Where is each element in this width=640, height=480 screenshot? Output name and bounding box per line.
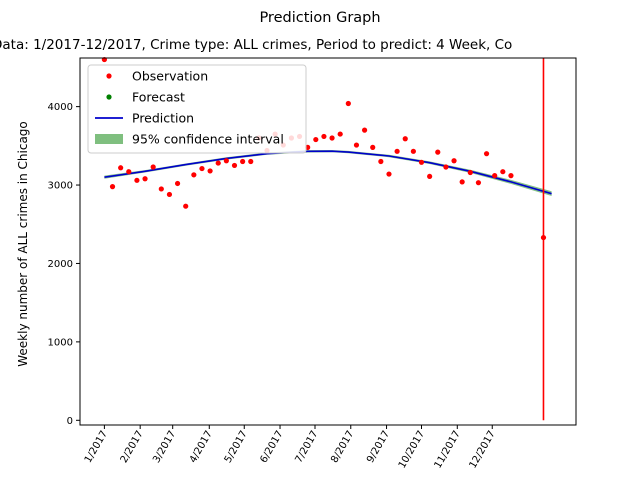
observation-point — [451, 158, 457, 164]
observation-point — [150, 164, 156, 170]
observation-point — [240, 158, 246, 165]
legend-label: Forecast — [132, 90, 185, 105]
observation-point — [337, 131, 343, 137]
observation-point — [174, 180, 181, 187]
y-tick-label: 0 — [67, 416, 73, 427]
y-tick-label: 2000 — [48, 259, 73, 270]
observation-point — [199, 165, 205, 172]
observation-point — [378, 158, 384, 165]
x-tick-label: 12/2017 — [468, 429, 498, 470]
legend-dot-swatch — [106, 94, 112, 100]
x-tick-label: 7/2017 — [293, 429, 320, 465]
observation-point — [508, 173, 514, 179]
observation-point — [443, 164, 449, 170]
plot-frame — [79, 57, 577, 426]
y-tick-label: 1000 — [48, 337, 73, 348]
y-tick-label: 3000 — [48, 181, 73, 192]
x-tick-label: 5/2017 — [223, 429, 250, 465]
x-tick-label: 1/2017 — [83, 429, 110, 465]
chart-subtitle: Data: 1/2017-12/2017, Crime type: ALL cr… — [0, 37, 512, 53]
observation-point — [386, 171, 392, 177]
observation-point — [483, 151, 490, 157]
y-axis-label: Weekly number of ALL crimes in Chicago — [16, 121, 30, 367]
x-tick-label: 2/2017 — [119, 429, 146, 465]
x-tick-label: 8/2017 — [329, 429, 356, 465]
observation-point — [345, 100, 351, 107]
observation-point — [231, 162, 238, 169]
observation-point — [500, 169, 506, 175]
observation-point — [191, 172, 197, 178]
x-tick-label: 4/2017 — [188, 429, 215, 465]
observation-point — [353, 142, 360, 148]
observation-point — [475, 180, 482, 186]
legend-box — [87, 64, 307, 154]
prediction-line — [104, 150, 552, 195]
legend: Observation Forecast Prediction 95% confide… — [87, 64, 307, 154]
observation-point — [370, 144, 376, 150]
observation-point — [321, 133, 327, 140]
observation-point — [215, 160, 221, 166]
observation-point — [248, 158, 254, 165]
observation-point — [435, 149, 441, 155]
observation-point — [142, 176, 148, 182]
y-tick-label: 4000 — [48, 102, 73, 113]
chart-title: Prediction Graph — [259, 10, 380, 26]
observation-point — [492, 173, 498, 179]
observation-point — [329, 135, 335, 141]
observation-point — [207, 168, 213, 174]
legend-dot-swatch — [106, 73, 112, 79]
x-tick-label: 6/2017 — [259, 429, 286, 465]
observation-point — [126, 169, 132, 175]
observation-point — [183, 203, 189, 209]
observation-point — [158, 186, 164, 192]
observation-point — [166, 191, 173, 198]
observation-point — [118, 165, 124, 171]
observation-point — [459, 179, 465, 185]
x-tick-label: 9/2017 — [365, 429, 392, 465]
observation-point — [427, 173, 433, 180]
confidence-band — [104, 150, 552, 196]
observation-point — [467, 169, 473, 176]
observation-point — [394, 148, 400, 154]
observation-point — [418, 159, 425, 165]
x-tick-label: 10/2017 — [397, 429, 427, 470]
legend-label: Observation — [132, 69, 208, 84]
observation-point — [361, 127, 368, 133]
observation-point — [134, 177, 140, 183]
x-tick-label: 3/2017 — [151, 429, 178, 465]
legend-label: 95% confidence interval — [132, 132, 284, 147]
observation-point — [410, 148, 416, 154]
observation-point — [540, 234, 547, 241]
observation-point — [109, 184, 116, 190]
legend-label: Prediction — [132, 111, 194, 126]
legend-band-swatch — [95, 134, 123, 144]
x-tick-label: 11/2017 — [433, 429, 463, 470]
observation-point — [402, 136, 408, 142]
observation-point — [313, 136, 319, 143]
observation-point — [223, 158, 229, 164]
